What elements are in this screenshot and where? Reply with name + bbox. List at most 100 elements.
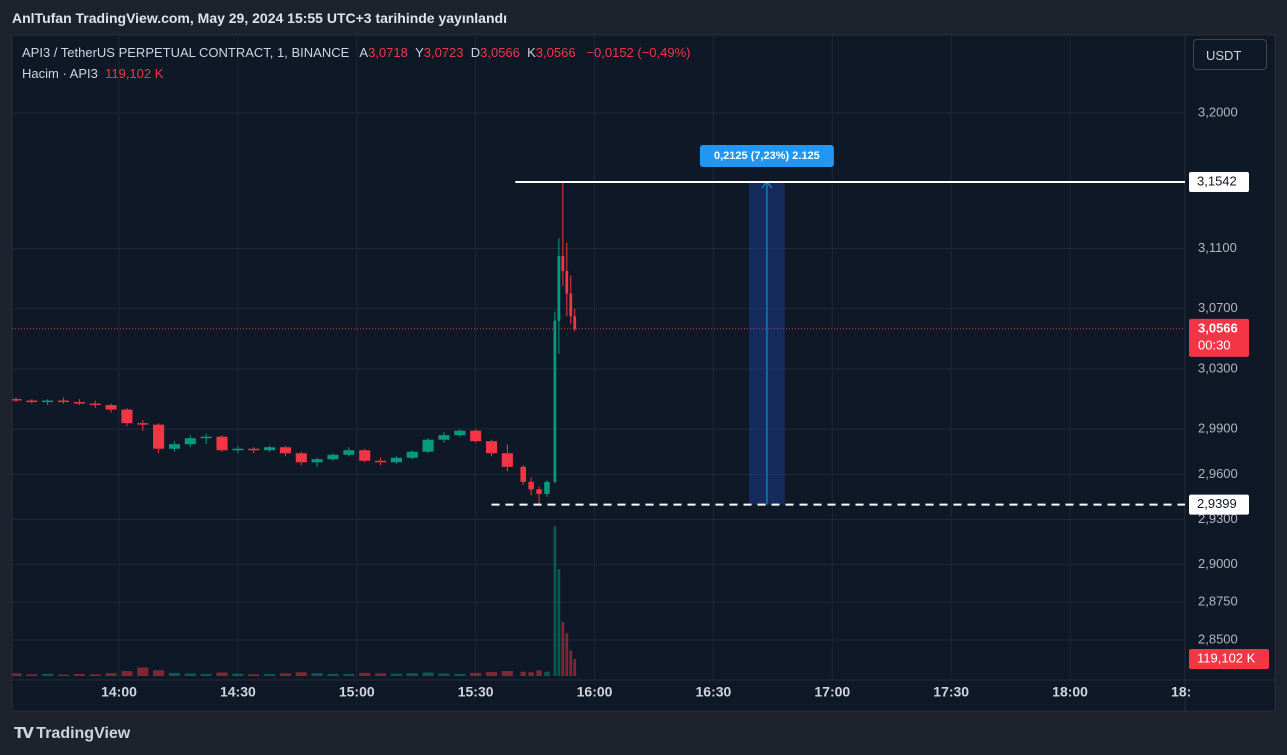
volume-bar xyxy=(536,670,542,676)
volume-bar xyxy=(200,673,212,676)
y-tick-label: 3,2000 xyxy=(1198,104,1238,119)
volume-bar xyxy=(311,673,323,676)
candle-body xyxy=(248,448,260,451)
price-line-label-box xyxy=(1189,494,1249,515)
volume-bar xyxy=(248,674,260,676)
price-line-label: 2,9399 xyxy=(1197,496,1237,511)
candle-body xyxy=(544,481,550,494)
ohlc-key: K xyxy=(527,45,536,60)
volume-bar xyxy=(57,674,70,676)
last-price-label: 3,0566 xyxy=(1198,320,1238,335)
candle-body xyxy=(565,271,569,294)
candle-body xyxy=(279,447,291,454)
price-line-label: 3,1542 xyxy=(1197,173,1237,188)
measure-label-box xyxy=(699,144,834,167)
candle-body xyxy=(105,405,117,410)
volume-bar xyxy=(216,672,228,676)
candle-body xyxy=(327,454,339,460)
volume-bar xyxy=(279,673,291,676)
volume-bar xyxy=(327,673,339,676)
volume-bar xyxy=(12,673,22,676)
candle-body xyxy=(520,466,526,482)
volume-bar xyxy=(553,526,557,676)
plot xyxy=(12,35,1185,680)
legend-line: API3 / TetherUS PERPETUAL CONTRACT, 1, B… xyxy=(22,45,691,60)
x-tick-label: 15:30 xyxy=(458,684,494,700)
ohlc-key: Y xyxy=(415,45,424,60)
currency-button[interactable]: USDT xyxy=(1193,39,1267,70)
time-axis: 14:00 14:30 15:00 15:30 16:00 16:30 17:00 17:30… xyxy=(101,684,1207,700)
candle-body xyxy=(295,453,307,463)
candle-body xyxy=(406,451,418,458)
y-tick-label: 2,9600 xyxy=(1198,466,1238,481)
volume-bar xyxy=(232,673,244,676)
candle-body xyxy=(573,316,577,329)
ohlc-value: 3,0723 xyxy=(423,45,464,60)
header-title: AnlTufan TradingView.com, May 29, 2024 1… xyxy=(12,10,507,26)
volume-bar xyxy=(359,672,371,676)
volume-bar xyxy=(561,621,565,676)
y-tick-label: 2,9300 xyxy=(1198,511,1238,526)
candle-body xyxy=(501,453,513,467)
volume-bar xyxy=(454,673,466,676)
volume-bar xyxy=(406,673,418,676)
x-tick-label: 17:30 xyxy=(933,684,969,700)
candle-body xyxy=(89,403,101,406)
volume-bar xyxy=(42,673,54,676)
volume-bar xyxy=(121,671,133,676)
x-tick-label: 18:00 xyxy=(1052,684,1088,700)
volume-bar xyxy=(501,671,513,676)
candle-body xyxy=(137,423,149,425)
ohlc-value: 3,0566 xyxy=(535,45,576,60)
x-tick-label: 18:30 xyxy=(1171,684,1207,700)
y-tick-label: 2,8500 xyxy=(1198,631,1238,646)
x-tick-label: 15:00 xyxy=(339,684,375,700)
y-tick-label: 3,1100 xyxy=(1198,240,1237,255)
candle-body xyxy=(485,441,498,454)
measure-label: 0,2125 (7,23%) 2.125 xyxy=(714,150,820,162)
volume-value: 119,102 K xyxy=(105,66,164,81)
volume-bar xyxy=(485,672,498,676)
candle-body xyxy=(200,436,212,439)
volume-bar xyxy=(470,672,482,676)
footer-brand: 𝗧𝗩 TradingView xyxy=(14,725,131,742)
candle-body xyxy=(359,450,371,461)
candle-body xyxy=(232,448,244,451)
candle-body xyxy=(73,402,85,404)
x-tick-label: 14:00 xyxy=(101,684,137,700)
x-tick-label: 16:00 xyxy=(577,684,613,700)
candle-body xyxy=(374,460,387,463)
candle-body xyxy=(57,400,70,403)
change: −0,0152 (−0,49%) xyxy=(586,45,691,60)
volume-bar xyxy=(168,672,181,676)
volume-bar xyxy=(557,569,561,676)
candle-body xyxy=(168,444,181,449)
candle-body xyxy=(216,436,228,451)
candle-body xyxy=(470,430,482,442)
candle-body xyxy=(528,481,534,490)
ohlc-key: A xyxy=(359,45,369,60)
candle-body xyxy=(343,450,355,455)
volume-name: Hacim · API3 xyxy=(22,66,98,81)
ohlc-value: 3,0566 xyxy=(480,45,520,60)
candle-body xyxy=(184,438,196,445)
candle-body xyxy=(26,400,38,403)
volume-bar xyxy=(374,673,387,676)
volume-bar xyxy=(390,673,402,676)
volume-bar xyxy=(105,673,117,676)
y-tick-label: 3,0300 xyxy=(1198,360,1238,375)
candle-body xyxy=(390,457,402,463)
volume-bar xyxy=(520,671,526,676)
volume-bar xyxy=(73,674,85,676)
brand: TradingView xyxy=(36,725,131,742)
ohlc-key: D xyxy=(470,45,481,60)
volume-bar xyxy=(565,633,569,676)
volume-bar xyxy=(153,670,165,676)
candle-body xyxy=(557,256,561,321)
ohlc: A3,0718 Y3,0723 D3,0566 K3,0566 xyxy=(359,45,582,60)
candle-body xyxy=(422,439,434,452)
y-tick-label: 3,0700 xyxy=(1198,300,1238,315)
y-tick-label: 2,8750 xyxy=(1198,594,1238,609)
symbol: API3 / TetherUS PERPETUAL CONTRACT, 1, B… xyxy=(22,45,350,60)
candle-body xyxy=(121,409,133,424)
